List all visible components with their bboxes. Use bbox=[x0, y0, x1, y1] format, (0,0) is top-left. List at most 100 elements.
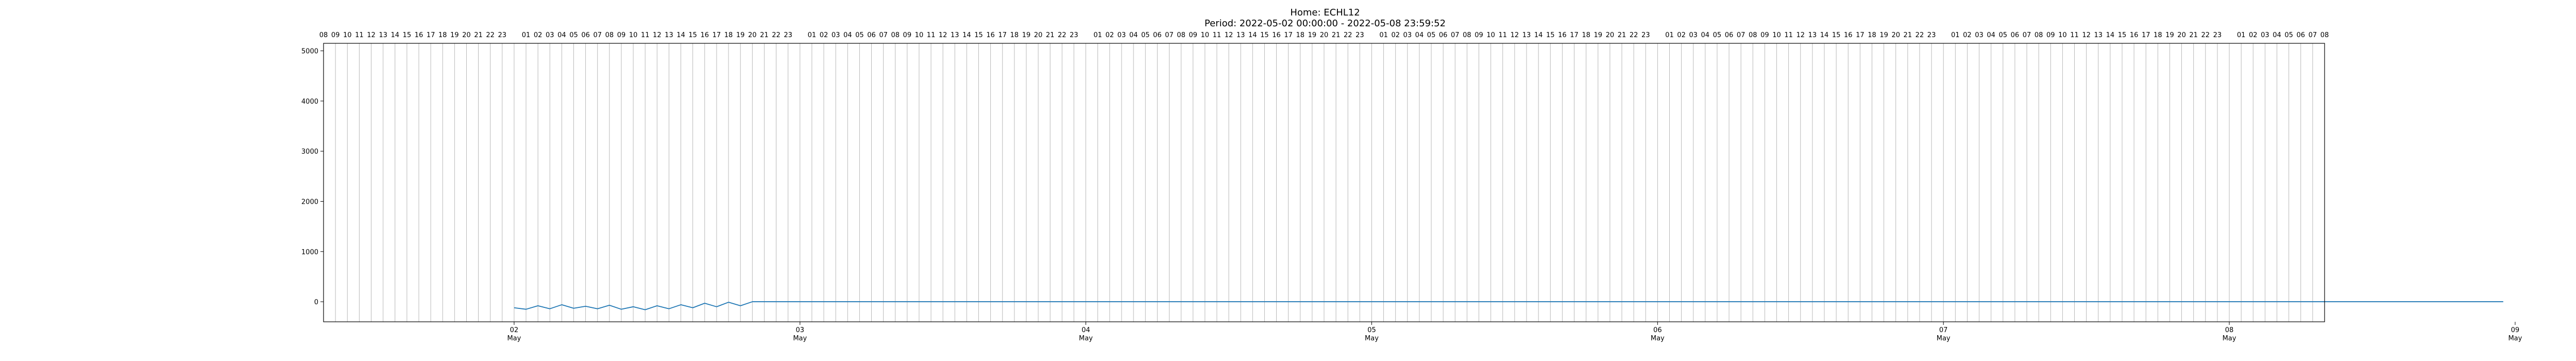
top-hour-label: 10 bbox=[1201, 31, 1210, 39]
top-hour-label: 04 bbox=[1701, 31, 1710, 39]
top-hour-label: 21 bbox=[2189, 31, 2198, 39]
top-hour-label: 07 bbox=[1165, 31, 1174, 39]
top-hour-label: 15 bbox=[1260, 31, 1269, 39]
top-hour-label: 22 bbox=[1630, 31, 1638, 39]
top-hour-label: 06 bbox=[1725, 31, 1734, 39]
top-hour-label: 15 bbox=[688, 31, 697, 39]
top-hour-label: 10 bbox=[629, 31, 638, 39]
top-hour-label: 09 bbox=[1760, 31, 1769, 39]
top-hour-label: 10 bbox=[343, 31, 352, 39]
top-hour-label: 14 bbox=[676, 31, 685, 39]
top-hour-label: 15 bbox=[2118, 31, 2127, 39]
top-hour-label: 14 bbox=[2106, 31, 2115, 39]
top-hour-label: 11 bbox=[927, 31, 936, 39]
top-hour-label: 11 bbox=[2070, 31, 2079, 39]
top-hour-label: 11 bbox=[1784, 31, 1793, 39]
top-hour-label: 02 bbox=[534, 31, 543, 39]
x-tick-month: May bbox=[1651, 335, 1665, 342]
top-hour-label: 18 bbox=[1010, 31, 1019, 39]
top-hour-label: 12 bbox=[1796, 31, 1805, 39]
top-hour-label: 08 bbox=[891, 31, 900, 39]
y-tick-label: 3000 bbox=[301, 148, 318, 156]
y-tick-label: 4000 bbox=[301, 98, 318, 106]
top-hour-label: 18 bbox=[724, 31, 733, 39]
top-hour-label: 18 bbox=[438, 31, 447, 39]
y-tick-label: 5000 bbox=[301, 48, 318, 56]
top-hour-label: 12 bbox=[939, 31, 947, 39]
top-hour-label: 02 bbox=[1106, 31, 1114, 39]
top-hour-label: 09 bbox=[1189, 31, 1197, 39]
top-hour-label: 12 bbox=[1225, 31, 1233, 39]
top-hour-label: 13 bbox=[1236, 31, 1245, 39]
top-hour-label: 02 bbox=[2249, 31, 2258, 39]
x-tick-month: May bbox=[507, 335, 521, 342]
top-hour-label: 14 bbox=[1820, 31, 1829, 39]
top-hour-label: 06 bbox=[2296, 31, 2305, 39]
top-hour-label: 06 bbox=[1153, 31, 1162, 39]
top-hour-label: 23 bbox=[498, 31, 507, 39]
top-hour-label: 17 bbox=[998, 31, 1007, 39]
x-tick-month: May bbox=[1937, 335, 1951, 342]
top-hour-label: 09 bbox=[2046, 31, 2055, 39]
top-hour-label: 22 bbox=[1344, 31, 1352, 39]
top-hour-label: 01 bbox=[1379, 31, 1388, 39]
top-hour-label: 12 bbox=[1511, 31, 1519, 39]
top-hour-label: 22 bbox=[1058, 31, 1066, 39]
top-hour-label: 16 bbox=[1272, 31, 1281, 39]
top-hour-label: 07 bbox=[2023, 31, 2031, 39]
top-hour-label: 06 bbox=[2011, 31, 2020, 39]
x-tick-month: May bbox=[793, 335, 807, 342]
top-hour-label: 08 bbox=[1177, 31, 1185, 39]
top-hour-label: 08 bbox=[2320, 31, 2329, 39]
top-hour-label: 16 bbox=[1558, 31, 1567, 39]
series-line bbox=[514, 301, 2503, 310]
top-hour-label: 19 bbox=[2165, 31, 2174, 39]
top-hour-label: 06 bbox=[867, 31, 876, 39]
top-hour-label: 04 bbox=[557, 31, 566, 39]
top-hour-label: 13 bbox=[2094, 31, 2103, 39]
top-hour-label: 20 bbox=[462, 31, 471, 39]
top-hour-label: 23 bbox=[1641, 31, 1650, 39]
top-hour-label: 18 bbox=[2154, 31, 2162, 39]
top-hour-axis: 08 09 10 11 12 13 14 15 16 17 18 19 20 21 22 23 01 02 03 04… bbox=[319, 31, 2329, 39]
top-hour-label: 02 bbox=[1677, 31, 1686, 39]
top-hour-label: 15 bbox=[1546, 31, 1555, 39]
top-hour-label: 14 bbox=[962, 31, 971, 39]
top-hour-label: 08 bbox=[319, 31, 328, 39]
top-hour-label: 21 bbox=[474, 31, 483, 39]
top-hour-label: 03 bbox=[1403, 31, 1412, 39]
top-hour-label: 20 bbox=[1320, 31, 1329, 39]
top-hour-label: 21 bbox=[1618, 31, 1626, 39]
top-hour-label: 06 bbox=[1439, 31, 1448, 39]
top-hour-label: 10 bbox=[1486, 31, 1495, 39]
top-hour-label: 01 bbox=[522, 31, 531, 39]
top-hour-label: 21 bbox=[760, 31, 769, 39]
top-hour-label: 15 bbox=[974, 31, 983, 39]
top-hour-label: 04 bbox=[1987, 31, 1995, 39]
top-hour-label: 05 bbox=[1141, 31, 1150, 39]
top-hour-label: 03 bbox=[2261, 31, 2269, 39]
top-hour-label: 17 bbox=[1570, 31, 1579, 39]
x-tick-day: 05 bbox=[1367, 326, 1376, 334]
top-hour-label: 19 bbox=[1308, 31, 1317, 39]
top-hour-label: 06 bbox=[581, 31, 590, 39]
top-hour-label: 13 bbox=[379, 31, 387, 39]
top-hour-label: 04 bbox=[843, 31, 852, 39]
top-hour-label: 16 bbox=[415, 31, 423, 39]
top-hour-label: 05 bbox=[1427, 31, 1436, 39]
x-tick-day: 09 bbox=[2511, 326, 2520, 334]
x-tick-day: 03 bbox=[795, 326, 804, 334]
top-hour-label: 11 bbox=[1213, 31, 1222, 39]
top-hour-label: 16 bbox=[701, 31, 709, 39]
top-hour-label: 13 bbox=[1522, 31, 1531, 39]
series-layer bbox=[514, 301, 2503, 310]
top-hour-label: 09 bbox=[1475, 31, 1483, 39]
x-tick-month: May bbox=[2223, 335, 2236, 342]
y-axis: 0 1000 2000 3000 4000 5000 bbox=[301, 48, 324, 306]
top-hour-label: 17 bbox=[1284, 31, 1293, 39]
top-hour-label: 09 bbox=[903, 31, 912, 39]
top-hour-label: 01 bbox=[808, 31, 817, 39]
top-hour-label: 10 bbox=[2058, 31, 2067, 39]
top-hour-label: 12 bbox=[2082, 31, 2091, 39]
plot-frame bbox=[323, 43, 2325, 322]
